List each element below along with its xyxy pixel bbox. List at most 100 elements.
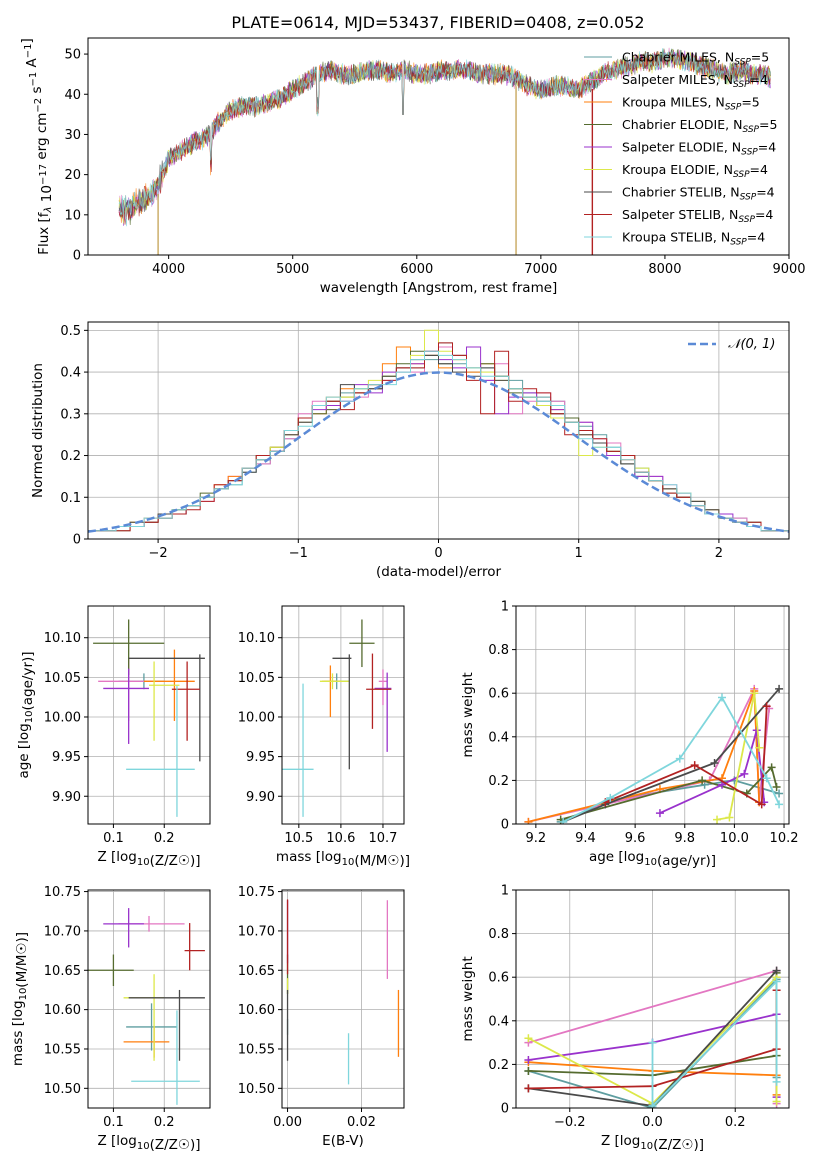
y-tick-label: 10.10 xyxy=(238,631,275,646)
axes-frame xyxy=(515,605,790,825)
weight-marker xyxy=(772,966,781,975)
x-tick-label: 10.6 xyxy=(326,831,355,846)
x-axis-label: age [log10(age/yr)] xyxy=(589,849,716,869)
plot-area xyxy=(282,619,392,817)
weight-marker xyxy=(606,793,615,802)
errorbar-point-4 xyxy=(349,619,375,668)
errorbar-point-1 xyxy=(126,1003,177,1051)
errorbar-point-7 xyxy=(128,654,205,762)
x-tick-label: 0.2 xyxy=(154,1115,175,1130)
y-tick-label: 10.75 xyxy=(238,885,275,900)
x-axis-label: Z [log10(Z/Z☉)] xyxy=(97,1133,200,1153)
weight-line-7 xyxy=(562,688,780,823)
plot-area xyxy=(524,966,781,1108)
weight-marker xyxy=(762,702,771,711)
plot-area xyxy=(286,899,400,1085)
y-tick-label: 0.2 xyxy=(488,1058,509,1073)
errorbar-point-9 xyxy=(131,1010,200,1105)
x-tick-label: 0.2 xyxy=(154,831,175,846)
errorbar-point-4 xyxy=(93,619,165,675)
weight-marker xyxy=(772,1077,781,1086)
y-tick-label: 1 xyxy=(501,884,509,899)
x-tick-label: 0.1 xyxy=(103,831,124,846)
y-tick-label: 0.2 xyxy=(60,449,81,464)
legend-spectrum: Chabrier MILES, NSSP=5 Salpeter MILES, NS… xyxy=(584,50,777,248)
weight-marker xyxy=(524,1066,533,1075)
plot-area xyxy=(524,684,784,824)
x-tick-label: −1 xyxy=(289,546,308,561)
x-tick-label: 9.4 xyxy=(575,831,596,846)
errorbar-point-6 xyxy=(149,661,180,741)
weight-marker xyxy=(717,693,726,702)
y-tick-label: 0.6 xyxy=(488,971,509,986)
y-axis-label: Normed distribution xyxy=(30,363,46,498)
legend-entry: 𝒩(0, 1) xyxy=(728,337,775,352)
x-tick-label: 6000 xyxy=(400,262,433,277)
errorbar-point-6 xyxy=(319,673,350,690)
weight-marker xyxy=(713,815,722,824)
weight-line-6 xyxy=(716,693,761,821)
weight-marker xyxy=(675,754,684,763)
y-axis-label: mass [log10(M/M☉)] xyxy=(10,932,30,1066)
y-tick-label: 0 xyxy=(73,533,81,548)
y-tick-label: 10.60 xyxy=(44,1003,81,1018)
legend-entry: Chabrier STELIB, NSSP=4 xyxy=(622,185,775,203)
chart-z-vs-mass: 0.1 0.2 10.50 10.55 10.60 10.65 10.70 10.75 Z [l… xyxy=(10,885,211,1153)
y-tick-label: 10.10 xyxy=(44,631,81,646)
y-tick-label: 10.75 xyxy=(44,885,81,900)
x-axis-label: Z [log10(Z/Z☉)] xyxy=(601,1133,704,1153)
x-tick-label: 10.0 xyxy=(720,831,749,846)
legend-entry: Chabrier MILES, NSSP=5 xyxy=(622,50,769,68)
y-tick-label: 0 xyxy=(501,818,509,833)
legend-entry: Kroupa ELODIE, NSSP=4 xyxy=(622,162,768,180)
x-tick-label: 0.00 xyxy=(273,1115,302,1130)
chart-mass-vs-age: 10.5 10.6 10.7 9.90 9.95 10.00 10.05 10.10 mass … xyxy=(238,605,410,869)
y-tick-label: 9.95 xyxy=(246,750,275,765)
weight-marker xyxy=(750,689,759,698)
x-tick-label: 0.0 xyxy=(642,1115,663,1130)
x-tick-label: −2 xyxy=(149,546,168,561)
figure-title: PLATE=0614, MJD=53437, FIBERID=0408, z=0… xyxy=(231,13,644,32)
y-tick-label: 10.55 xyxy=(44,1042,81,1057)
y-tick-label: 10.70 xyxy=(44,924,81,939)
legend-entry: Chabrier ELODIE, NSSP=5 xyxy=(622,117,777,135)
weight-marker xyxy=(740,769,749,778)
y-tick-label: 10.50 xyxy=(238,1082,275,1097)
axes-frame xyxy=(87,889,211,1109)
x-tick-label: 1 xyxy=(575,546,583,561)
weight-marker xyxy=(690,761,699,770)
x-tick-label: 0.02 xyxy=(347,1115,376,1130)
weight-marker xyxy=(775,684,784,693)
x-axis-label: (data-model)/error xyxy=(376,564,502,580)
y-tick-label: 10.70 xyxy=(238,924,275,939)
plot-area xyxy=(88,329,789,539)
errorbar-point-7 xyxy=(128,989,205,1061)
weight-marker xyxy=(772,1097,781,1106)
axes-frame xyxy=(87,605,211,825)
y-tick-label: 40 xyxy=(64,88,81,103)
x-tick-label: 9.8 xyxy=(674,831,695,846)
weight-marker xyxy=(524,1034,533,1043)
weight-marker xyxy=(524,817,533,824)
y-tick-label: 0.6 xyxy=(488,687,509,702)
y-tick-label: 0.2 xyxy=(488,774,509,789)
weight-line-9 xyxy=(651,979,778,1108)
y-tick-label: 10.50 xyxy=(44,1082,81,1097)
legend-entry: Salpeter MILES, NSSP=4 xyxy=(622,72,768,90)
y-tick-label: 9.95 xyxy=(52,750,81,765)
normal-curve xyxy=(88,371,789,533)
weight-marker xyxy=(655,809,664,818)
weight-marker xyxy=(772,782,781,791)
errorbar-point-4 xyxy=(88,954,134,987)
errorbar-point-5 xyxy=(374,672,392,752)
y-tick-label: 1 xyxy=(501,600,509,615)
chart-residuals: 𝒩(0, 1) −2 −1 0 1 2 0 0.1 0.2 0.3 0.4 0.5 (data-mode… xyxy=(30,321,790,580)
chart-weight-vs-age: 9.2 9.4 9.6 9.8 10.0 10.2 0 0.2 0.4 0.6 0.8 1 age [l… xyxy=(460,600,799,870)
plot-area xyxy=(88,908,205,1105)
y-tick-label: 30 xyxy=(64,128,81,143)
weight-marker xyxy=(559,817,568,824)
legend-entry: Kroupa STELIB, NSSP=4 xyxy=(622,230,765,248)
errorbar-point-5 xyxy=(103,668,149,744)
weight-marker xyxy=(772,977,781,986)
x-tick-label: 0.2 xyxy=(725,1115,746,1130)
